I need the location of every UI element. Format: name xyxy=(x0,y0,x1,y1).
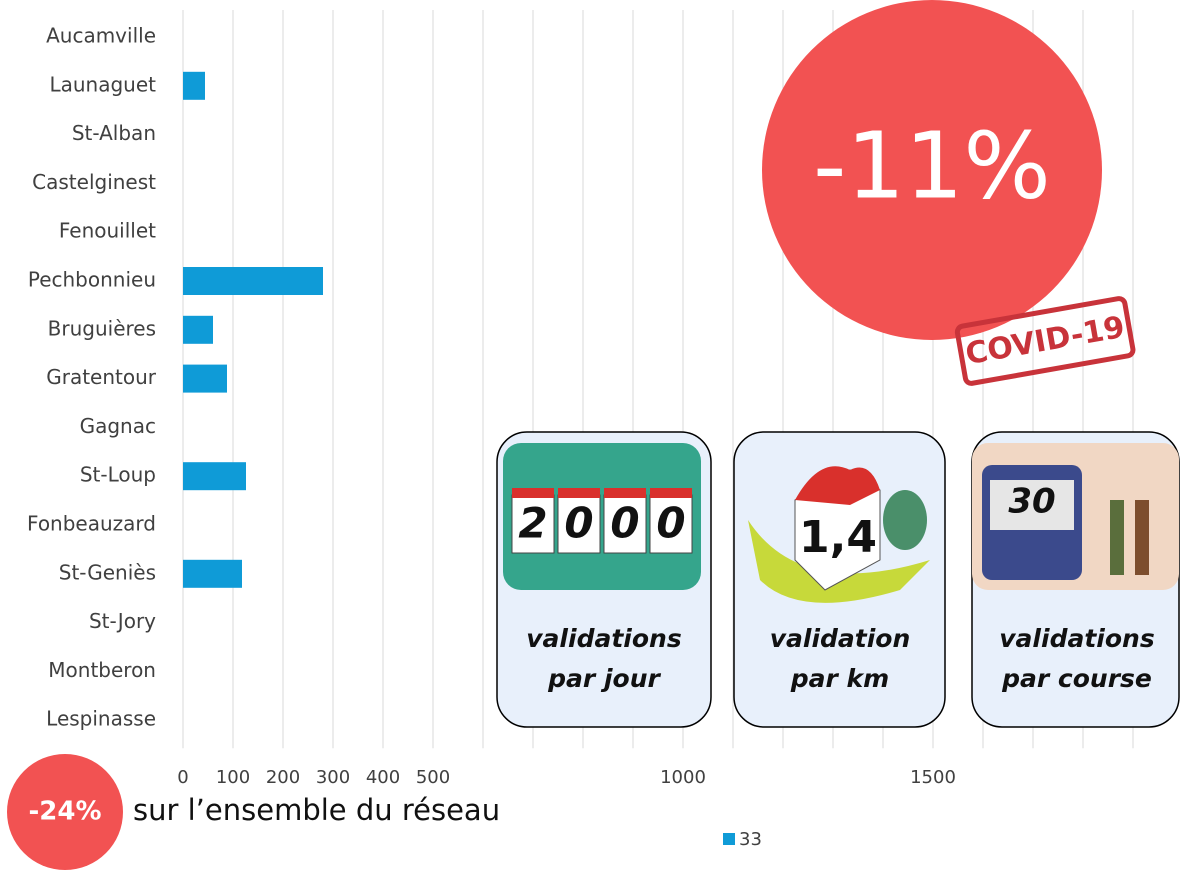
x-tick-label: 300 xyxy=(316,767,350,788)
y-tick-label: Montberon xyxy=(48,658,156,682)
bar xyxy=(183,462,246,490)
card-label: validations xyxy=(526,624,681,653)
y-tick-label: Gratentour xyxy=(46,365,157,389)
card-label: par km xyxy=(790,664,889,693)
card-image xyxy=(883,490,927,550)
card-image xyxy=(1135,500,1149,575)
digit: 2 xyxy=(518,499,547,548)
card-figure: 1,4 xyxy=(799,512,877,563)
x-tick-label: 100 xyxy=(216,767,250,788)
card-figure: 30 xyxy=(1008,482,1055,522)
card-label: validations xyxy=(999,624,1154,653)
y-tick-label: St-Geniès xyxy=(59,560,156,584)
y-tick-label: Fenouillet xyxy=(59,219,156,243)
summary-text: sur l’ensemble du réseau xyxy=(133,793,500,827)
y-tick-label: Launaguet xyxy=(49,72,156,96)
y-tick-label: Lespinasse xyxy=(46,707,156,731)
y-tick-label: Fonbeauzard xyxy=(27,512,156,536)
y-tick-label: Aucamville xyxy=(46,24,156,48)
card-label: validation xyxy=(770,624,911,653)
x-tick-label: 1000 xyxy=(660,767,706,788)
bar xyxy=(183,365,227,393)
y-tick-label: Castelginest xyxy=(32,170,156,194)
bar xyxy=(183,316,213,344)
x-tick-label: 400 xyxy=(366,767,400,788)
bar xyxy=(183,560,242,588)
digit: 0 xyxy=(656,499,685,548)
x-tick-label: 500 xyxy=(416,767,450,788)
card-label: par jour xyxy=(547,664,661,693)
y-tick-label: Gagnac xyxy=(80,414,156,438)
big-badge-text: -11% xyxy=(813,112,1051,219)
bar xyxy=(183,267,323,295)
y-tick-label: St-Alban xyxy=(72,121,156,145)
bar xyxy=(183,72,205,100)
chart: 010020030040050010001500AucamvilleLaunag… xyxy=(0,0,1180,872)
y-tick-label: Pechbonnieu xyxy=(28,268,156,292)
y-tick-label: St-Loup xyxy=(80,463,156,487)
card-label: par course xyxy=(1001,664,1152,693)
card-image xyxy=(1110,500,1124,575)
x-tick-label: 200 xyxy=(266,767,300,788)
legend-label: 33 xyxy=(739,829,762,850)
y-tick-label: Bruguières xyxy=(48,316,156,340)
small-badge-text: -24% xyxy=(28,797,101,827)
x-tick-label: 0 xyxy=(177,767,188,788)
x-tick-label: 1500 xyxy=(910,767,956,788)
legend-swatch xyxy=(723,833,735,845)
digit: 0 xyxy=(610,499,639,548)
digit: 0 xyxy=(564,499,593,548)
y-tick-label: St-Jory xyxy=(89,609,156,633)
